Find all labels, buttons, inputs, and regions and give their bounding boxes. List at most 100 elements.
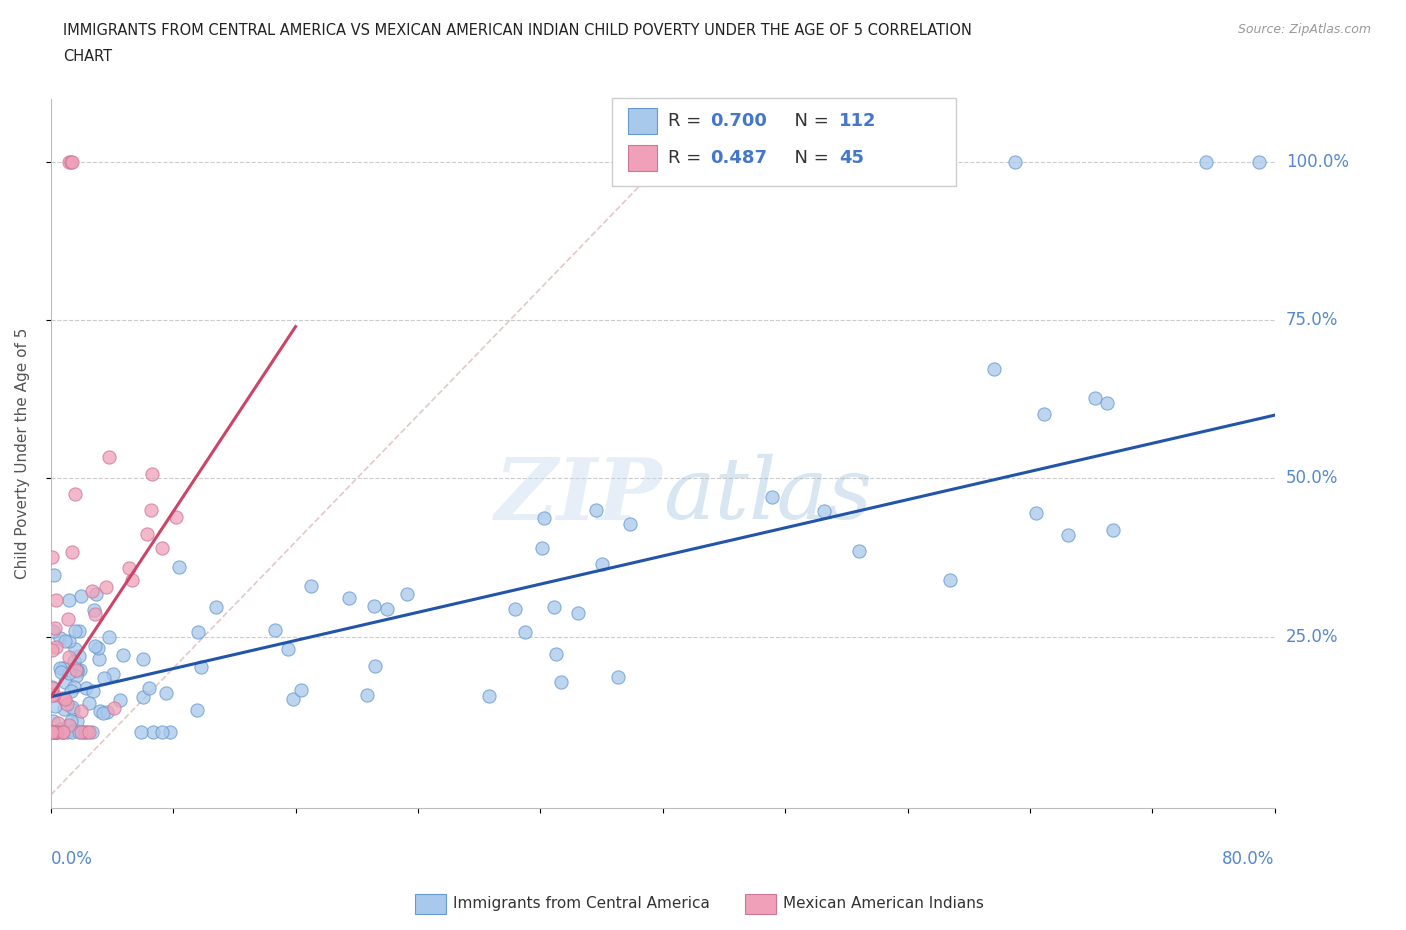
Point [44,699,66,714]
Point [80,724,103,739]
Point [364,658,387,673]
Text: 0.700: 0.700 [710,112,766,130]
Point [41,642,63,657]
Point [65,624,87,639]
Point [65,662,87,677]
Point [1195,154,1218,169]
Text: IMMIGRANTS FROM CENTRAL AMERICA VS MEXICAN AMERICAN INDIAN CHILD POVERTY UNDER T: IMMIGRANTS FROM CENTRAL AMERICA VS MEXIC… [63,23,972,38]
Point [983,362,1005,377]
Point [132,652,155,667]
Point [70,589,93,604]
Point [94,579,117,594]
Point [97,630,120,644]
Point [63,723,86,737]
Point [1095,396,1118,411]
Point [82,584,104,599]
Point [70,724,93,739]
Point [91,705,114,720]
Point [51,724,73,739]
Point [544,646,567,661]
Point [363,599,385,614]
Point [339,591,361,605]
Point [89,703,111,718]
Text: 45: 45 [839,149,865,167]
Point [58,649,80,664]
Text: 100.0%: 100.0% [1286,153,1348,171]
Point [44,687,66,702]
Point [42,724,65,739]
Point [150,724,173,739]
Point [53,633,76,648]
Point [93,671,115,685]
Point [45,592,67,607]
Text: 80.0%: 80.0% [1222,850,1275,868]
Point [503,602,526,617]
Point [186,702,208,717]
Point [77,724,100,739]
Point [591,556,613,571]
Point [67,624,90,639]
Point [58,154,80,169]
Point [531,540,554,555]
Point [52,690,75,705]
Text: 0.0%: 0.0% [51,850,93,868]
Point [1249,154,1271,169]
Point [356,688,378,703]
Y-axis label: Child Poverty Under the Age of 5: Child Poverty Under the Age of 5 [15,327,30,578]
Text: atlas: atlas [662,455,872,537]
Point [478,688,501,703]
Point [848,544,870,559]
Point [159,724,181,739]
Point [83,603,105,618]
Point [567,605,589,620]
Point [76,724,98,739]
Text: Immigrants from Central America: Immigrants from Central America [453,897,710,911]
Point [205,600,228,615]
Point [53,692,76,707]
Point [49,631,72,645]
Point [60,684,83,698]
Point [52,724,75,739]
Point [619,517,641,532]
Point [66,664,89,679]
Point [111,647,134,662]
Point [103,701,125,716]
Text: CHART: CHART [63,49,112,64]
Text: R =: R = [668,112,707,130]
Point [939,573,962,588]
Point [42,567,65,582]
Text: Mexican American Indians: Mexican American Indians [783,897,984,911]
Point [299,578,322,593]
Point [1057,527,1080,542]
Point [543,599,565,614]
Point [70,704,93,719]
Point [513,624,536,639]
Point [150,541,173,556]
Point [60,724,83,739]
Point [53,675,76,690]
Point [44,724,66,739]
Point [186,624,208,639]
Point [761,489,783,504]
Point [155,686,177,701]
Point [58,719,80,734]
Text: R =: R = [668,149,707,167]
Point [45,724,67,739]
Point [41,679,63,694]
Point [277,642,299,657]
Point [63,642,86,657]
Point [98,449,121,464]
Point [377,602,399,617]
Point [82,684,104,698]
Point [83,638,105,653]
Point [46,715,69,730]
Point [58,717,80,732]
Point [142,724,165,739]
Text: N =: N = [783,112,835,130]
Point [63,679,86,694]
Point [52,724,75,739]
Point [45,724,67,739]
Point [63,486,86,501]
Point [49,722,72,737]
Point [96,705,118,720]
